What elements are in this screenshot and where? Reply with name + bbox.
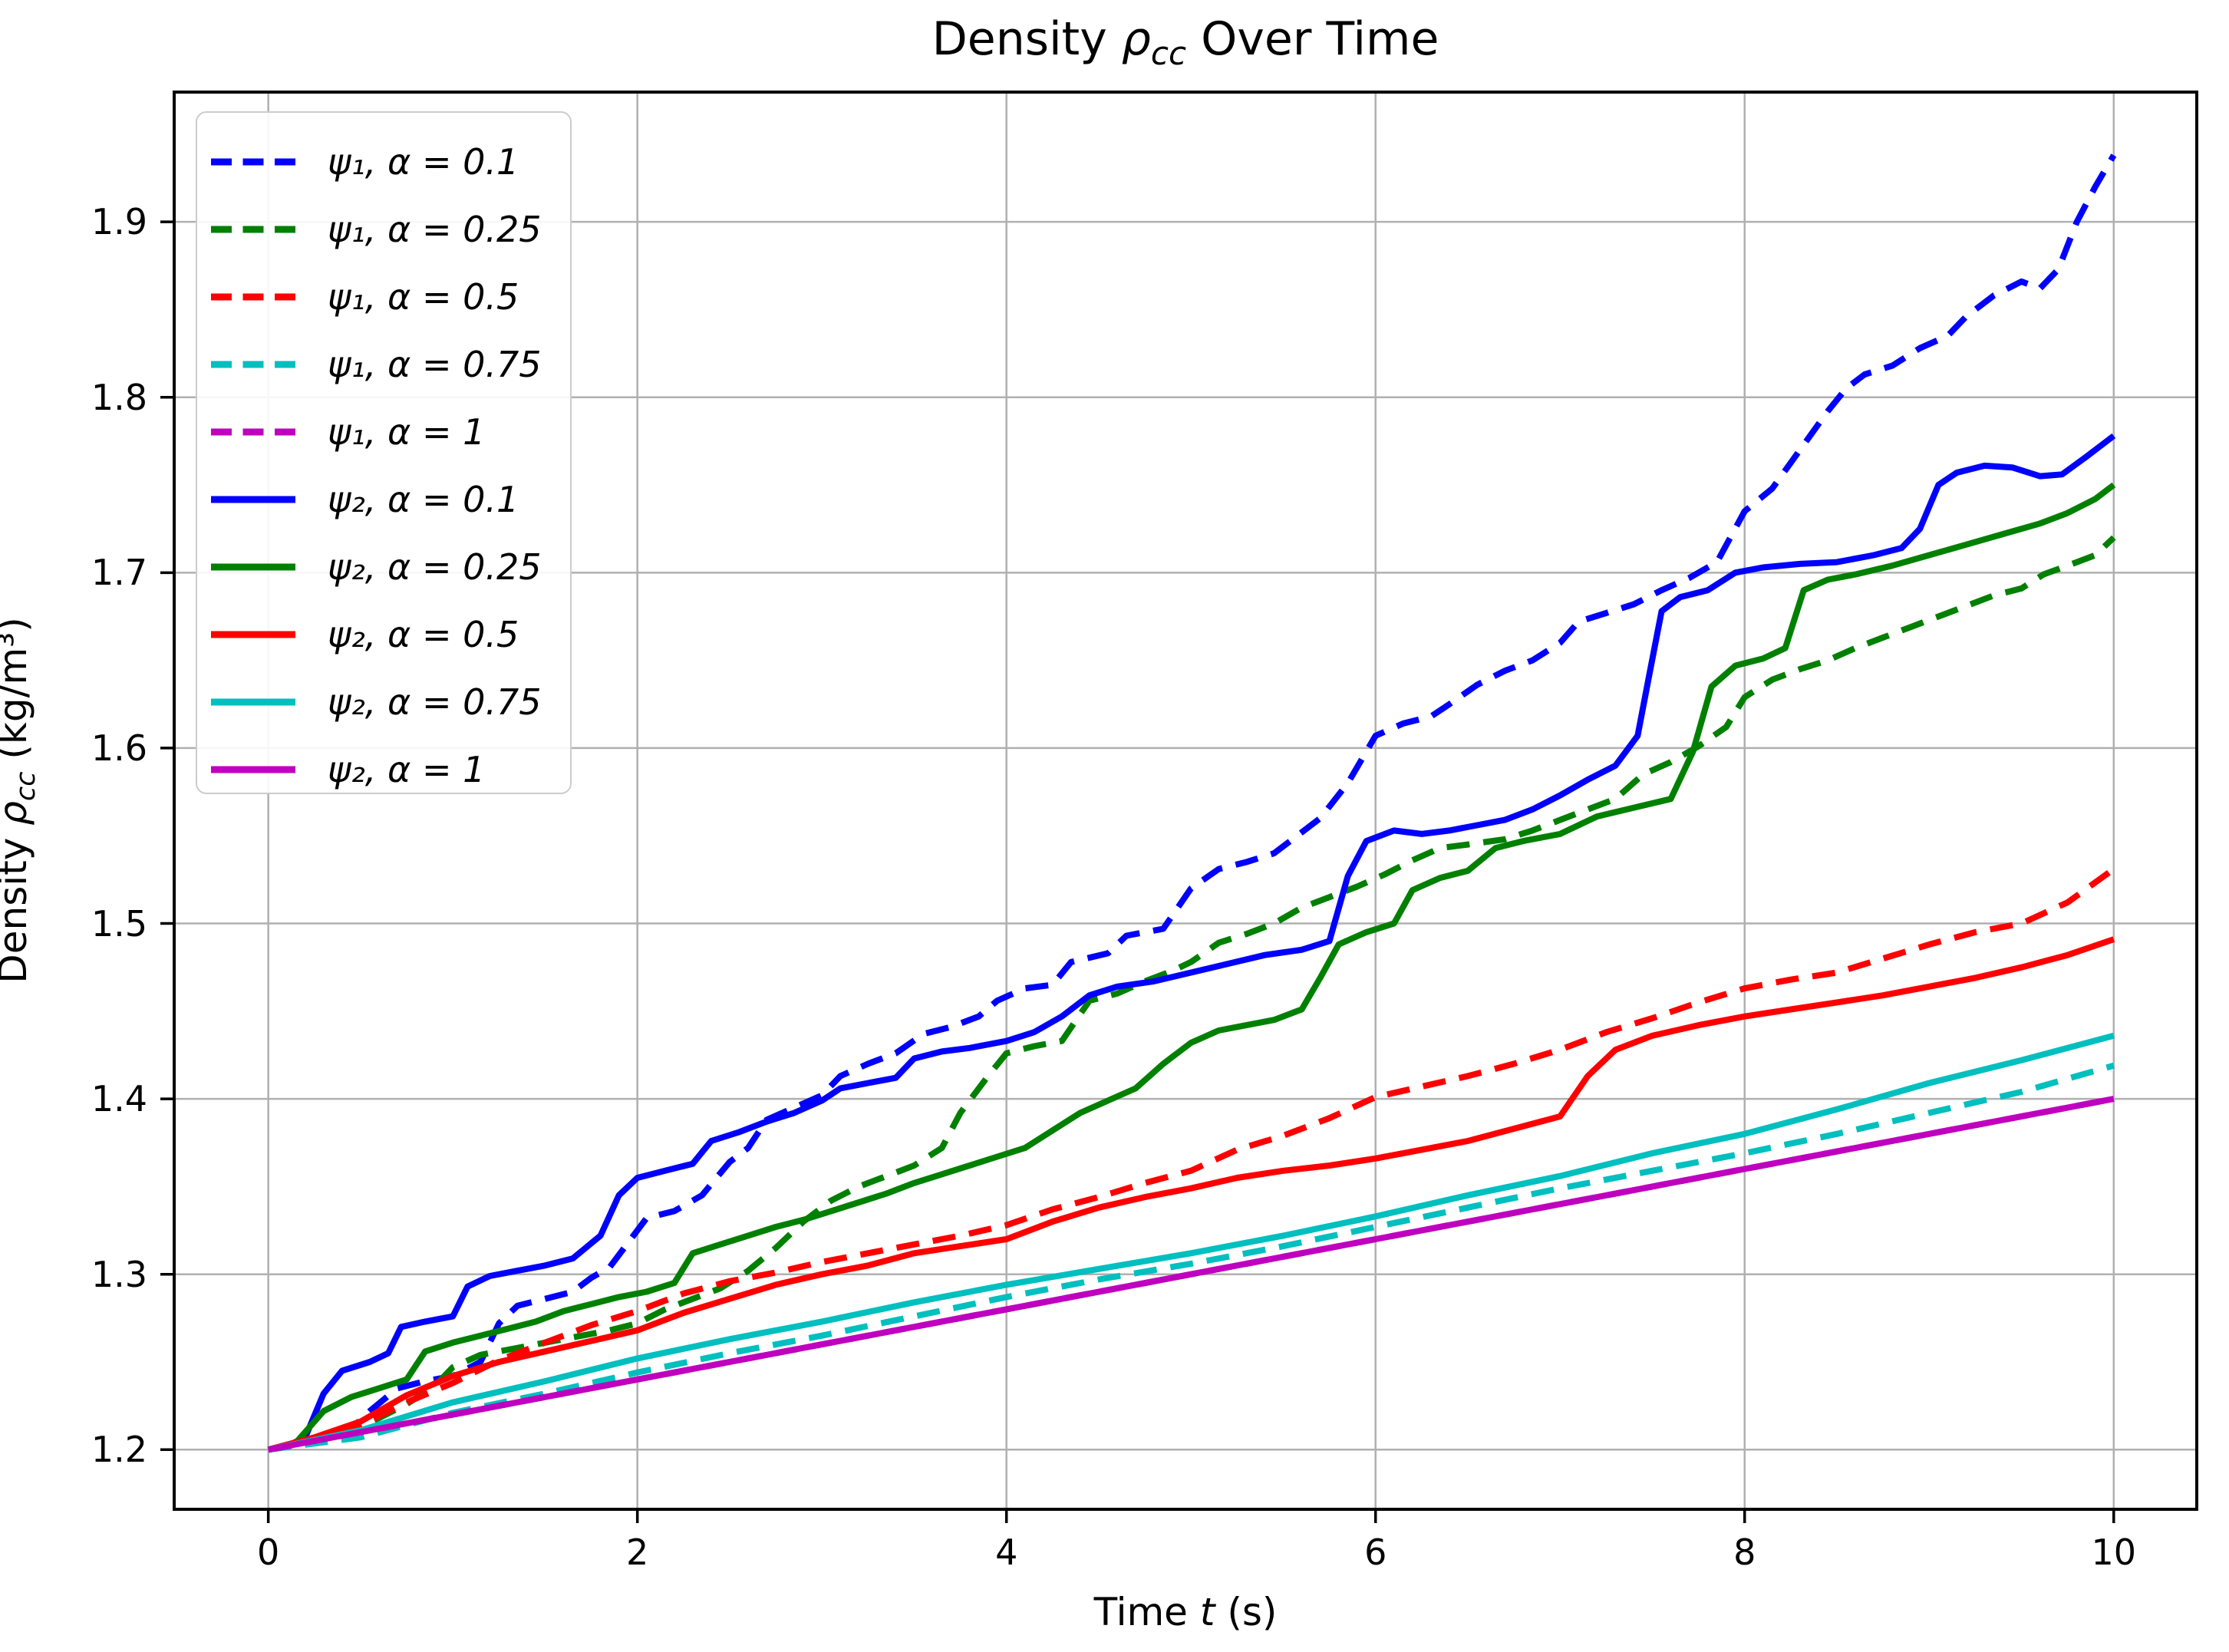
- legend-label: ψ₂, α = 0.25: [328, 546, 542, 588]
- y-axis-label-symbol: ρ: [0, 801, 35, 826]
- x-axis-label: Time t (s): [174, 1590, 2197, 1634]
- y-tick-label: 1.7: [91, 552, 147, 594]
- legend-swatch-line-icon: [211, 226, 295, 233]
- series-line-psi1-alpha-0.75: [268, 1062, 2115, 1453]
- chart-title-symbol: ρ: [1121, 12, 1151, 66]
- legend-swatch-line-icon: [211, 698, 295, 706]
- series-line-psi1-alpha-0.25: [267, 535, 2116, 1453]
- legend-label: ψ₁, α = 0.5: [328, 276, 519, 318]
- legend-label: ψ₂, α = 0.75: [328, 681, 542, 723]
- y-axis-label-subscript: cc: [11, 771, 41, 801]
- legend: ψ₁, α = 0.1 ψ₁, α = 0.25 ψ₁, α = 0.5 ψ₁, α …: [196, 111, 572, 794]
- legend-entry-psi2-alpha-0.75: ψ₂, α = 0.75: [197, 668, 570, 736]
- legend-swatch-line-icon: [211, 158, 295, 166]
- legend-entry-psi2-alpha-1: ψ₂, α = 1: [197, 736, 570, 803]
- legend-swatch-line-icon: [211, 361, 295, 368]
- series-line-psi1-alpha-0.1: [267, 153, 2117, 1453]
- legend-entry-psi1-alpha-0.75: ψ₁, α = 0.75: [197, 331, 570, 398]
- legend-label: ψ₁, α = 0.25: [328, 209, 542, 250]
- legend-swatch-line-icon: [211, 428, 295, 436]
- chart-title-prefix: Density: [931, 12, 1122, 66]
- legend-swatch-line-icon: [211, 293, 295, 301]
- chart-title-suffix: Over Time: [1186, 12, 1439, 66]
- legend-label: ψ₂, α = 0.5: [328, 614, 519, 655]
- y-tick-label: 1.6: [91, 727, 147, 769]
- x-axis-label-prefix: Time: [1093, 1590, 1200, 1634]
- legend-entry-psi2-alpha-0.5: ψ₂, α = 0.5: [197, 601, 570, 668]
- legend-label: ψ₂, α = 0.1: [328, 479, 519, 520]
- legend-swatch-line-icon: [211, 631, 295, 638]
- legend-label: ψ₁, α = 1: [328, 411, 486, 453]
- series-line-psi1-alpha-0.5: [267, 866, 2116, 1453]
- legend-label: ψ₂, α = 1: [328, 749, 486, 790]
- x-tick-label: 8: [1733, 1532, 1756, 1573]
- series-line-psi2-alpha-0.5: [267, 936, 2115, 1453]
- y-tick-label: 1.2: [91, 1429, 147, 1471]
- legend-swatch-line-icon: [211, 496, 295, 503]
- legend-swatch-line-icon: [211, 563, 295, 571]
- legend-entry-psi1-alpha-1: ψ₁, α = 1: [197, 398, 570, 466]
- chart-title-subscript: cc: [1150, 35, 1187, 72]
- x-axis-label-symbol: t: [1199, 1590, 1215, 1634]
- legend-label: ψ₁, α = 0.1: [328, 141, 519, 183]
- chart-title: Density ρcc Over Time: [174, 12, 2197, 72]
- series-line-psi2-alpha-1: [267, 1096, 2115, 1453]
- y-tick-label: 1.8: [91, 376, 147, 418]
- legend-entry-psi1-alpha-0.5: ψ₁, α = 0.5: [197, 263, 570, 331]
- x-tick-label: 6: [1364, 1532, 1387, 1573]
- legend-entry-psi2-alpha-0.25: ψ₂, α = 0.25: [197, 533, 570, 601]
- y-tick-label: 1.4: [91, 1078, 147, 1120]
- legend-swatch-line-icon: [211, 766, 295, 773]
- x-tick-label: 0: [257, 1532, 280, 1573]
- legend-entry-psi1-alpha-0.25: ψ₁, α = 0.25: [197, 196, 570, 263]
- x-axis-label-suffix: (s): [1215, 1590, 1278, 1634]
- y-tick-label: 1.5: [91, 902, 147, 945]
- y-tick-label: 1.9: [91, 201, 147, 243]
- y-axis-label-suffix: (kg/m³): [0, 617, 35, 760]
- series-line-psi2-alpha-0.75: [267, 1032, 2115, 1453]
- series-line-psi2-alpha-0.25: [267, 482, 2116, 1453]
- x-tick-label: 2: [626, 1532, 649, 1573]
- axes-spines: [173, 91, 2198, 1511]
- y-tick-label: 1.3: [91, 1253, 147, 1295]
- series-line-psi2-alpha-0.1: [267, 433, 2116, 1453]
- legend-entry-psi2-alpha-0.1: ψ₂, α = 0.1: [197, 466, 570, 533]
- y-axis-label: Density ρcc (kg/m³): [0, 617, 41, 983]
- x-tick-label: 10: [2091, 1532, 2137, 1573]
- legend-label: ψ₁, α = 0.75: [328, 344, 542, 385]
- legend-entry-psi1-alpha-0.1: ψ₁, α = 0.1: [197, 128, 570, 196]
- x-tick-label: 4: [995, 1532, 1018, 1573]
- y-axis-label-prefix: Density: [0, 837, 35, 984]
